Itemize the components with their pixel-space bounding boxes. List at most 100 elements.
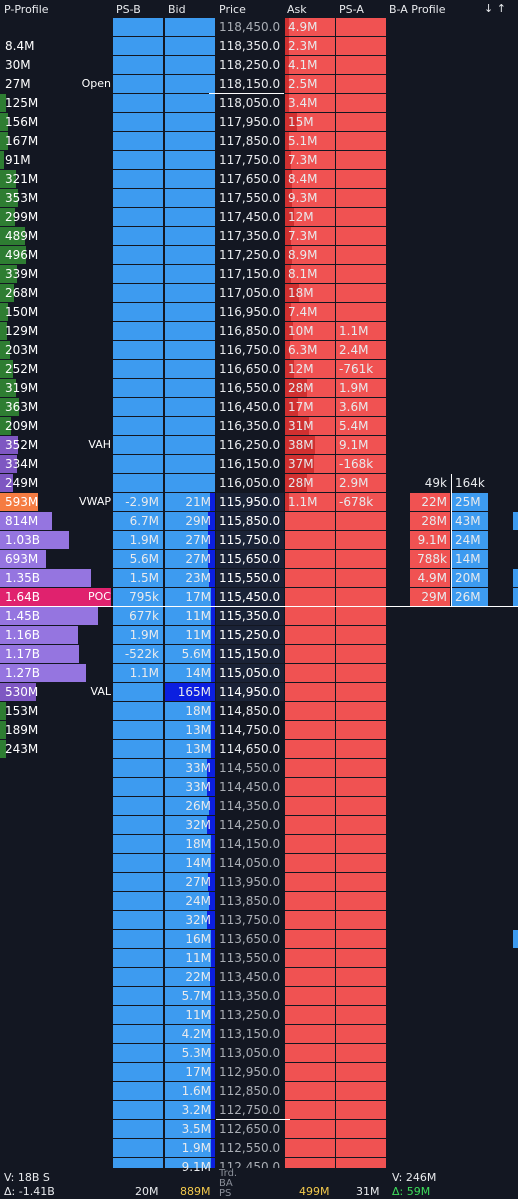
- bid-cell[interactable]: 32M: [165, 911, 215, 929]
- bid-cell[interactable]: 5.3M: [165, 1044, 215, 1062]
- ps-a-cell[interactable]: 3.6M: [336, 398, 386, 416]
- bid-cell[interactable]: [165, 227, 215, 245]
- ask-cell[interactable]: [285, 911, 335, 929]
- ask-cell[interactable]: [285, 626, 335, 644]
- ps-b-cell[interactable]: [113, 949, 163, 967]
- ps-a-cell[interactable]: [336, 75, 386, 93]
- ps-a-cell[interactable]: [336, 911, 386, 929]
- ps-a-cell[interactable]: [336, 873, 386, 891]
- ps-b-cell[interactable]: [113, 968, 163, 986]
- ps-b-cell[interactable]: [113, 740, 163, 758]
- ps-b-cell[interactable]: [113, 1082, 163, 1100]
- ps-b-cell[interactable]: [113, 265, 163, 283]
- bid-cell[interactable]: 5.6M: [165, 645, 215, 663]
- ps-a-cell[interactable]: [336, 1101, 386, 1119]
- ps-b-cell[interactable]: [113, 341, 163, 359]
- table-row[interactable]: 11M 113,550.0: [0, 949, 518, 968]
- ask-cell[interactable]: [285, 778, 335, 796]
- ask-cell[interactable]: 7.3M: [285, 227, 335, 245]
- ps-a-cell[interactable]: 2.4M: [336, 341, 386, 359]
- ask-cell[interactable]: [285, 1082, 335, 1100]
- ps-b-cell[interactable]: [113, 873, 163, 891]
- ps-b-cell[interactable]: [113, 170, 163, 188]
- ps-b-cell[interactable]: [113, 1025, 163, 1043]
- ask-cell[interactable]: 8.9M: [285, 246, 335, 264]
- table-row[interactable]: 489M 117,350.0 7.3M: [0, 227, 518, 246]
- ask-cell[interactable]: 4.1M: [285, 56, 335, 74]
- price-cell[interactable]: 113,350.0: [216, 987, 284, 1005]
- table-row[interactable]: 593M VWAP -2.9M 21M 115,950.0 1.1M -678k: [0, 493, 518, 512]
- ps-b-cell[interactable]: 5.6M: [113, 550, 163, 568]
- ask-cell[interactable]: [285, 968, 335, 986]
- bid-cell[interactable]: [165, 341, 215, 359]
- ps-a-cell[interactable]: [336, 968, 386, 986]
- table-row[interactable]: 3.2M 112,750.0: [0, 1101, 518, 1120]
- header-ps-b[interactable]: PS-B: [116, 3, 141, 16]
- table-row[interactable]: 18M 114,150.0: [0, 835, 518, 854]
- ps-a-cell[interactable]: [336, 18, 386, 36]
- ask-cell[interactable]: 37M: [285, 455, 335, 473]
- bid-cell[interactable]: 11M: [165, 949, 215, 967]
- ps-b-cell[interactable]: 1.9M: [113, 626, 163, 644]
- ask-cell[interactable]: 5.1M: [285, 132, 335, 150]
- table-row[interactable]: 125M 118,050.0 3.4M: [0, 94, 518, 113]
- bid-cell[interactable]: 3.2M: [165, 1101, 215, 1119]
- bid-cell[interactable]: 23M: [165, 569, 215, 587]
- price-cell[interactable]: 116,050.0: [216, 474, 284, 492]
- table-row[interactable]: 5.3M 113,050.0: [0, 1044, 518, 1063]
- bid-cell[interactable]: [165, 151, 215, 169]
- price-cell[interactable]: 117,450.0: [216, 208, 284, 226]
- bid-cell[interactable]: 5.7M: [165, 987, 215, 1005]
- sort-arrows-icon[interactable]: ↓ ↑: [484, 2, 506, 15]
- price-cell[interactable]: 115,150.0: [216, 645, 284, 663]
- ask-cell[interactable]: 9.3M: [285, 189, 335, 207]
- ask-cell[interactable]: [285, 797, 335, 815]
- ask-cell[interactable]: [285, 550, 335, 568]
- ask-cell[interactable]: [285, 683, 335, 701]
- table-row[interactable]: 16M 113,650.0: [0, 930, 518, 949]
- bid-cell[interactable]: 17M: [165, 588, 215, 606]
- table-row[interactable]: 17M 112,950.0: [0, 1063, 518, 1082]
- price-cell[interactable]: 117,150.0: [216, 265, 284, 283]
- table-row[interactable]: 33M 114,450.0: [0, 778, 518, 797]
- ps-a-cell[interactable]: [336, 132, 386, 150]
- table-row[interactable]: 1.03B 1.9M 27M 115,750.0: [0, 531, 518, 550]
- table-row[interactable]: 27M Open 118,150.0 2.5M: [0, 75, 518, 94]
- table-row[interactable]: 32M 114,250.0: [0, 816, 518, 835]
- table-row[interactable]: 693M 5.6M 27M 115,650.0: [0, 550, 518, 569]
- ask-cell[interactable]: 15M: [285, 113, 335, 131]
- price-cell[interactable]: 112,750.0: [216, 1101, 284, 1119]
- ps-a-cell[interactable]: [336, 303, 386, 321]
- price-cell[interactable]: 117,350.0: [216, 227, 284, 245]
- ps-b-cell[interactable]: [113, 1044, 163, 1062]
- ask-cell[interactable]: 2.3M: [285, 37, 335, 55]
- ps-b-cell[interactable]: [113, 208, 163, 226]
- bid-cell[interactable]: 3.5M: [165, 1120, 215, 1138]
- ps-a-cell[interactable]: [336, 816, 386, 834]
- ps-a-cell[interactable]: [336, 930, 386, 948]
- ps-b-cell[interactable]: [113, 835, 163, 853]
- ps-a-cell[interactable]: -168k: [336, 455, 386, 473]
- price-cell[interactable]: 115,750.0: [216, 531, 284, 549]
- ask-cell[interactable]: [285, 1063, 335, 1081]
- price-cell[interactable]: 114,150.0: [216, 835, 284, 853]
- price-cell[interactable]: 113,150.0: [216, 1025, 284, 1043]
- ask-cell[interactable]: 12M: [285, 360, 335, 378]
- bid-cell[interactable]: [165, 170, 215, 188]
- price-cell[interactable]: 118,050.0: [216, 94, 284, 112]
- ps-b-cell[interactable]: [113, 75, 163, 93]
- ps-b-cell[interactable]: [113, 360, 163, 378]
- table-row[interactable]: 27M 113,950.0: [0, 873, 518, 892]
- ps-a-cell[interactable]: -761k: [336, 360, 386, 378]
- ask-cell[interactable]: [285, 1044, 335, 1062]
- price-cell[interactable]: 114,550.0: [216, 759, 284, 777]
- ask-cell[interactable]: [285, 873, 335, 891]
- ps-a-cell[interactable]: [336, 569, 386, 587]
- ps-a-cell[interactable]: [336, 949, 386, 967]
- ps-b-cell[interactable]: [113, 37, 163, 55]
- bid-cell[interactable]: [165, 417, 215, 435]
- bid-cell[interactable]: 13M: [165, 740, 215, 758]
- bid-cell[interactable]: 27M: [165, 873, 215, 891]
- price-cell[interactable]: 115,550.0: [216, 569, 284, 587]
- ask-cell[interactable]: [285, 987, 335, 1005]
